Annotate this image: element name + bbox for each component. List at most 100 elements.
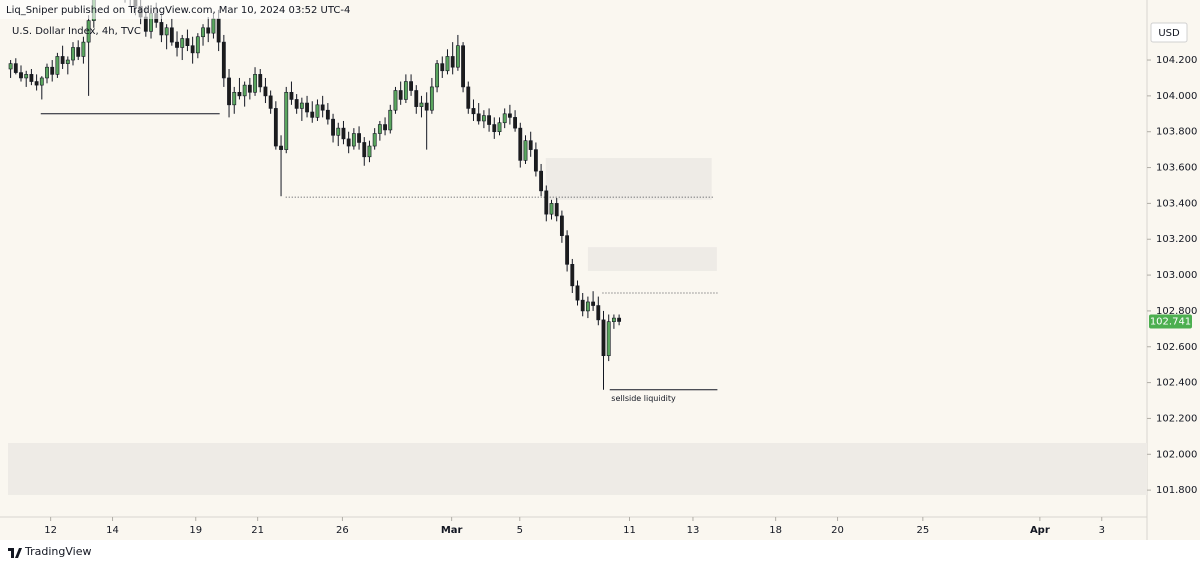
candle-body xyxy=(60,56,65,64)
candle-body xyxy=(388,109,393,131)
candle-body xyxy=(258,74,263,88)
candle-body xyxy=(507,113,512,118)
candle-body xyxy=(29,74,34,82)
candle-body xyxy=(362,142,367,158)
candle-body xyxy=(606,321,611,357)
candle-body xyxy=(211,18,216,34)
candle-body xyxy=(263,86,268,97)
candle-body xyxy=(195,36,200,54)
candle-body xyxy=(539,170,544,192)
candle-body xyxy=(554,203,559,217)
candle-body xyxy=(383,124,387,131)
x-tick-label: 20 xyxy=(831,525,844,536)
candle-body xyxy=(289,91,294,100)
y-tick-label: 103.600 xyxy=(1156,163,1197,174)
candle-body xyxy=(247,84,252,93)
plot-area: sellside liquidity xyxy=(8,0,1147,495)
candle-body xyxy=(190,45,195,54)
candle-body xyxy=(65,59,70,64)
x-tick-label: 5 xyxy=(517,525,523,536)
y-tick-label: 103.400 xyxy=(1156,198,1197,209)
candle-body xyxy=(13,63,18,73)
candle-body xyxy=(518,127,523,161)
candle-body xyxy=(232,91,237,106)
price-zone xyxy=(8,442,1147,495)
last-price-label: 102.741 xyxy=(1150,316,1191,327)
y-tick-label: 102.200 xyxy=(1156,413,1197,424)
y-tick-label: 104.000 xyxy=(1156,91,1197,102)
currency-label[interactable]: USD xyxy=(1158,28,1180,39)
candle-body xyxy=(409,81,413,91)
candle-body xyxy=(237,91,242,97)
last-price-box xyxy=(1149,314,1192,329)
x-tick-label: 25 xyxy=(916,525,929,536)
y-tick-label: 102.600 xyxy=(1156,342,1197,353)
candle-body xyxy=(429,86,434,111)
candle-body xyxy=(284,91,289,150)
candle-body xyxy=(164,27,169,36)
candle-body xyxy=(455,45,460,68)
candle-body xyxy=(414,90,419,107)
candle-body xyxy=(445,56,450,72)
candle-body xyxy=(440,63,445,72)
publisher-caption: Liq_Sniper published on TradingView.com,… xyxy=(6,5,350,16)
annotation: sellside liquidity xyxy=(611,394,676,403)
y-tick-label: 102.400 xyxy=(1156,378,1197,389)
candle-body xyxy=(8,63,13,70)
candle-body xyxy=(201,27,205,38)
chart-title: U.S. Dollar Index, 4h, TVC xyxy=(12,26,141,37)
candle-body xyxy=(544,190,549,215)
candle-body xyxy=(481,115,486,122)
candle-body xyxy=(39,77,44,86)
candle-body xyxy=(492,124,497,133)
y-tick-label: 103.000 xyxy=(1156,270,1197,281)
candle-body xyxy=(533,149,538,172)
candle-body xyxy=(320,104,325,111)
candle-body xyxy=(585,301,590,312)
candle-body xyxy=(523,140,528,161)
candle-body xyxy=(216,18,221,43)
candle-body xyxy=(617,317,622,322)
x-tick-label: 19 xyxy=(189,525,202,536)
candle-body xyxy=(34,81,39,86)
candle-body xyxy=(305,102,309,113)
candle-body xyxy=(242,84,247,97)
candle-body xyxy=(268,95,273,109)
currency-button[interactable] xyxy=(1150,22,1188,43)
candle-body xyxy=(528,140,533,150)
candle-body xyxy=(596,305,601,321)
y-tick-label: 101.800 xyxy=(1156,485,1197,496)
candle-body xyxy=(55,56,60,75)
candle-body xyxy=(45,66,49,79)
candle-body xyxy=(575,285,580,301)
candle-body xyxy=(279,145,283,150)
candle-body xyxy=(549,203,554,215)
candle-body xyxy=(357,133,361,143)
candle-body xyxy=(24,74,29,79)
candle-body xyxy=(180,38,185,48)
candle-body xyxy=(253,74,257,93)
candle-body xyxy=(299,102,304,109)
candle-body xyxy=(611,317,616,322)
x-tick-label: 14 xyxy=(106,525,119,536)
candle-body xyxy=(351,133,356,147)
candle-body xyxy=(476,113,481,122)
candle-body xyxy=(76,47,81,57)
candle-body xyxy=(159,22,164,36)
candle-body xyxy=(71,47,75,61)
x-tick-label: 26 xyxy=(336,525,349,536)
candle-body xyxy=(325,109,330,120)
x-tick-label: 3 xyxy=(1099,525,1105,536)
x-tick-label: Mar xyxy=(441,525,463,536)
candle-body xyxy=(471,108,476,115)
candle-body xyxy=(227,77,231,106)
candle-body xyxy=(601,319,606,357)
candle-body xyxy=(273,108,278,147)
candle-body xyxy=(331,118,335,136)
candle-body xyxy=(461,45,465,88)
candle-body xyxy=(403,81,408,100)
candle-body xyxy=(398,90,403,100)
axes: 104.200 104.000 103.800 103.600 103.400 103.2… xyxy=(44,55,1197,536)
candle-body xyxy=(377,124,382,134)
